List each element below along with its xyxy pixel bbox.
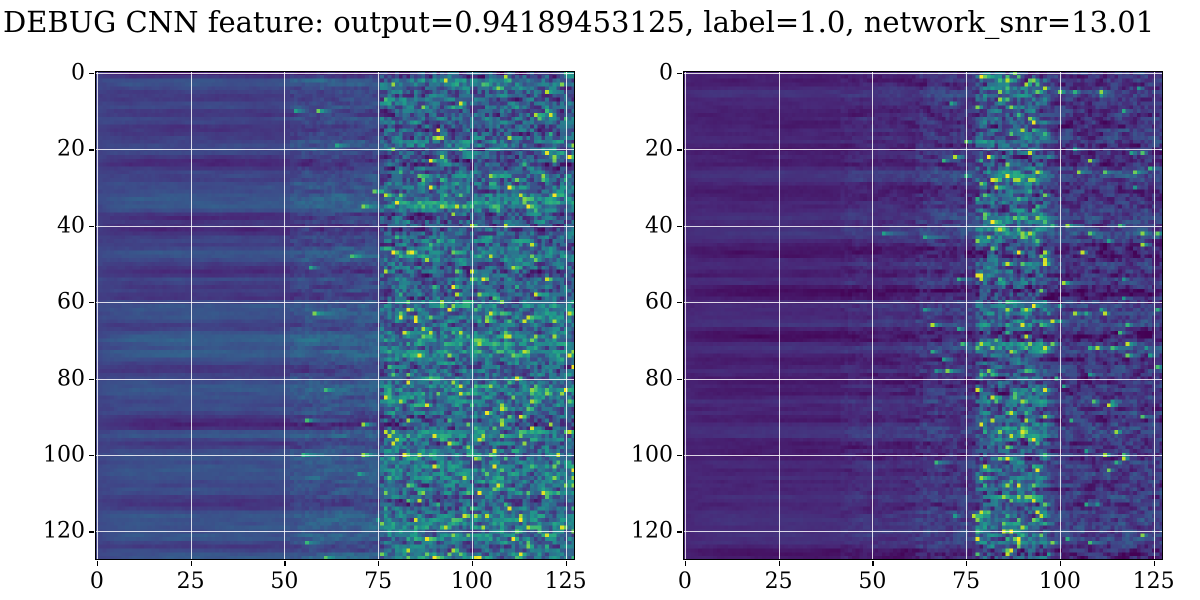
y-tick-label: 0 (659, 60, 673, 86)
y-tick-label: 120 (631, 518, 673, 544)
y-tick-mark (89, 302, 94, 304)
y-tick-mark (677, 225, 682, 228)
figure-title: DEBUG CNN feature: output=0.94189453125,… (3, 5, 1155, 39)
y-tick-label: 60 (645, 289, 673, 315)
y-tick-mark (89, 454, 94, 457)
y-tick-label: 60 (57, 289, 85, 315)
x-tick-label: 25 (176, 569, 205, 594)
x-tick-label: 75 (364, 569, 393, 594)
x-tick-label: 100 (1038, 569, 1081, 594)
y-tick-label: 100 (631, 442, 673, 468)
x-tick-mark (1059, 561, 1062, 566)
y-tick-label: 40 (645, 213, 673, 239)
x-tick-label: 0 (89, 569, 104, 594)
x-tick-label: 50 (858, 569, 887, 594)
y-tick-mark (677, 531, 682, 533)
y-tick-mark (89, 149, 94, 151)
y-tick-mark (677, 72, 682, 75)
heatmap-panel-right: 0 25 50 75 100 125 0 20 40 60 80 100 120 (631, 60, 1175, 594)
y-tick-label: 80 (645, 366, 673, 392)
heatmap-canvas-right (683, 71, 1163, 560)
x-tick-label: 125 (1132, 569, 1175, 594)
y-tick-mark (677, 454, 682, 457)
y-tick-label: 120 (43, 518, 85, 544)
x-tick-mark (684, 561, 687, 566)
y-tick-mark (89, 72, 94, 75)
y-tick-label: 0 (71, 60, 85, 86)
y-tick-mark (677, 302, 682, 304)
x-tick-mark (565, 561, 567, 566)
y-tick-label: 100 (43, 442, 85, 468)
x-tick-label: 125 (544, 569, 587, 594)
y-tick-mark (677, 149, 682, 151)
x-tick-mark (284, 561, 286, 566)
x-tick-mark (1153, 561, 1155, 566)
y-tick-label: 20 (645, 136, 673, 162)
x-tick-label: 25 (764, 569, 793, 594)
x-tick-mark (966, 561, 968, 566)
y-tick-mark (89, 531, 94, 533)
heatmap-canvas-left (95, 71, 575, 560)
x-tick-mark (378, 561, 380, 566)
x-tick-mark (471, 561, 474, 566)
y-tick-label: 40 (57, 213, 85, 239)
y-tick-label: 80 (57, 366, 85, 392)
x-tick-mark (190, 561, 192, 566)
y-tick-mark (89, 225, 94, 228)
x-tick-mark (872, 561, 874, 566)
x-tick-label: 100 (450, 569, 493, 594)
x-tick-mark (778, 561, 780, 566)
x-tick-label: 50 (270, 569, 299, 594)
x-tick-label: 0 (677, 569, 692, 594)
heatmap-panel-left: 0 25 50 75 100 125 0 20 40 60 80 100 120 (43, 60, 587, 594)
x-tick-label: 75 (952, 569, 981, 594)
y-tick-mark (89, 378, 94, 380)
x-tick-mark (96, 561, 99, 566)
y-tick-label: 20 (57, 136, 85, 162)
y-tick-mark (677, 378, 682, 380)
